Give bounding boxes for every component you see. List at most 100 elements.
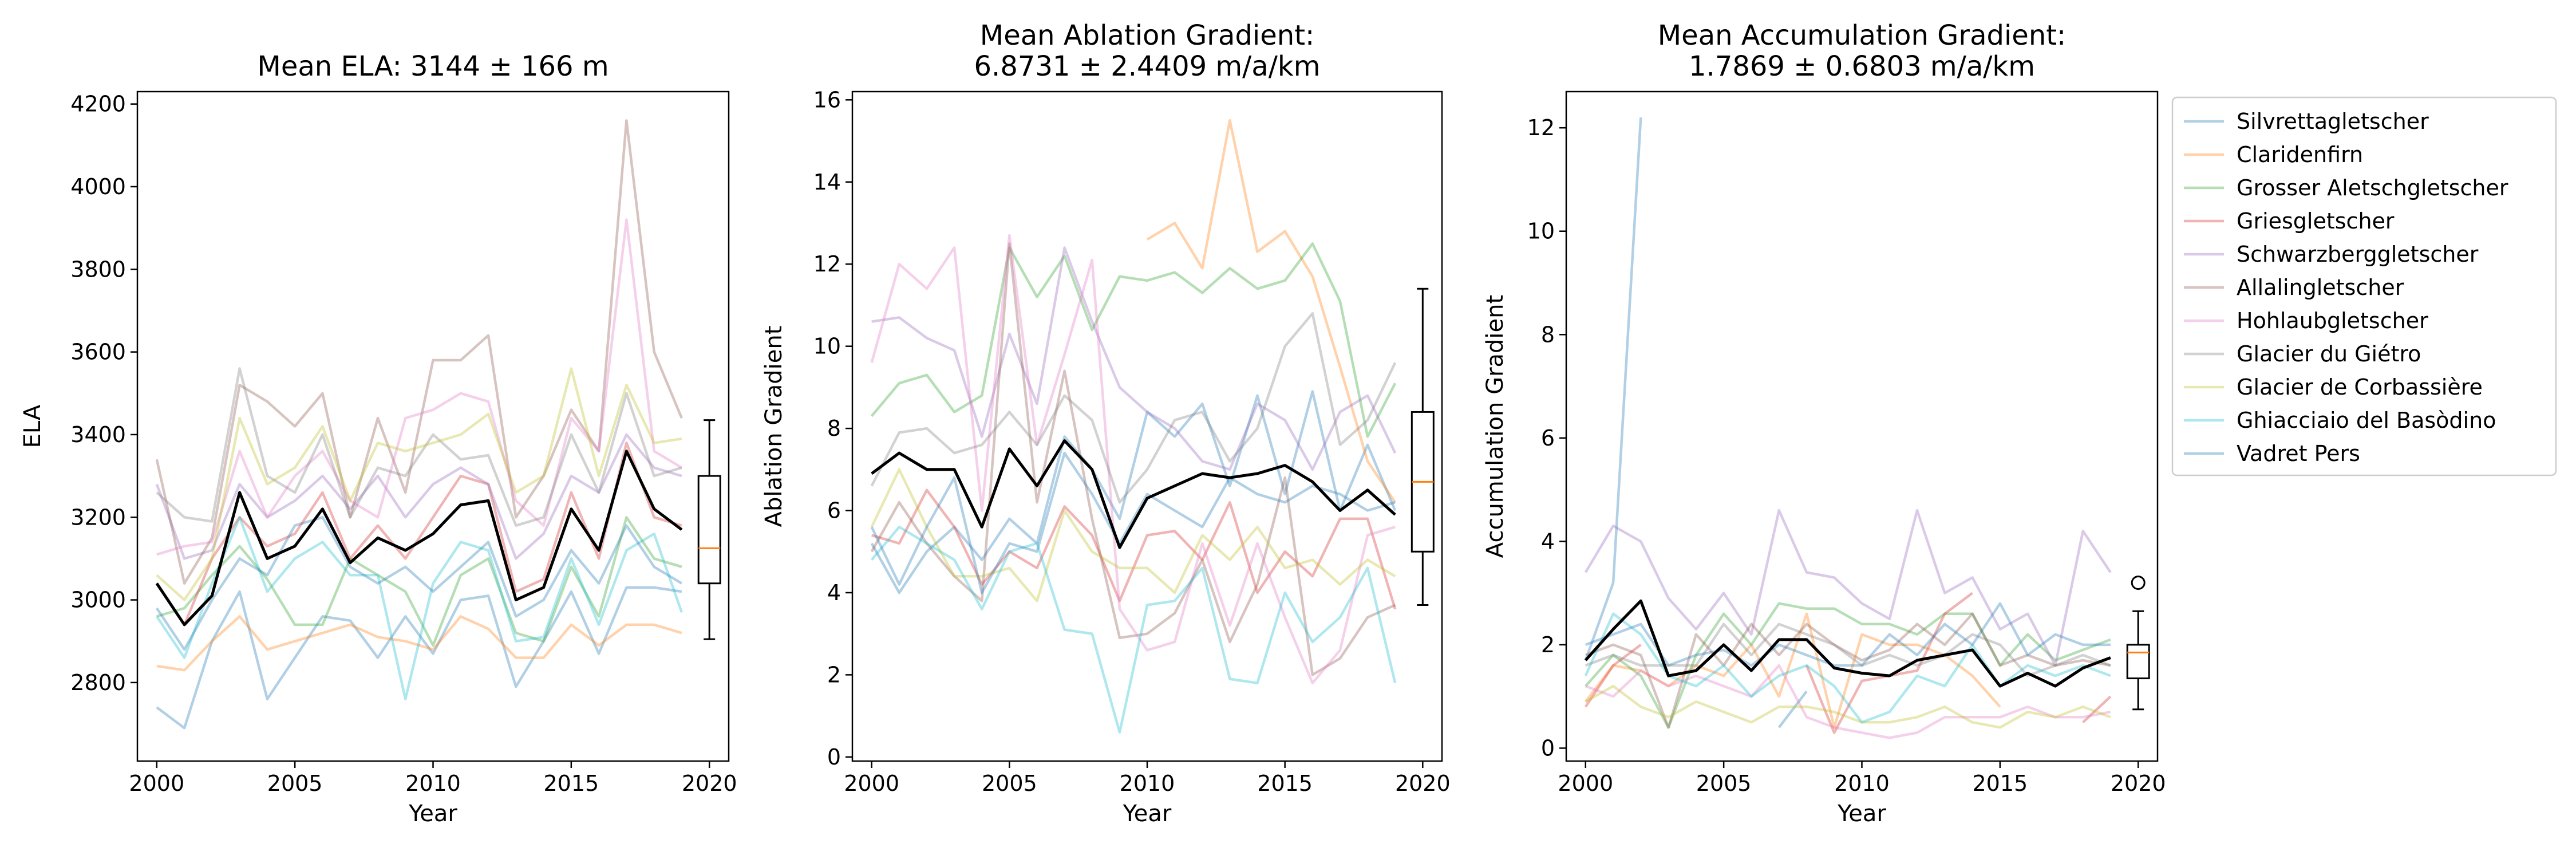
y-tick-label: 4	[827, 580, 841, 605]
y-tick-label: 10	[1527, 219, 1555, 244]
y-tick-label: 3000	[70, 588, 126, 613]
y-tick-label: 6	[827, 498, 841, 523]
series-line-hohlaubgletscher	[870, 234, 1396, 684]
series-line-silvrettagletscher	[156, 586, 682, 730]
panel-title: Mean Ablation Gradient:	[980, 19, 1314, 52]
x-tick-label: 2005	[982, 771, 1037, 796]
boxplot	[2126, 576, 2150, 711]
series-line-claridenfirn	[1585, 612, 2001, 729]
x-tick-label: 2015	[1257, 771, 1313, 796]
y-tick-label: 10	[813, 334, 841, 359]
series-line-silvrettagletscher	[1584, 117, 1808, 728]
boxplot-box	[2126, 644, 2150, 680]
legend-label: Allalingletscher	[2237, 275, 2404, 300]
y-tick-label: 3400	[70, 422, 126, 447]
legend-label: Claridenfirn	[2237, 142, 2363, 167]
y-tick-label: 12	[813, 251, 841, 277]
y-tick-label: 8	[1541, 322, 1555, 347]
legend-label: Schwarzberggletscher	[2237, 242, 2479, 267]
x-tick-label: 2005	[1696, 771, 1752, 796]
series-line-silvrettagletscher	[870, 390, 1397, 594]
boxplot	[1411, 287, 1435, 606]
series-line-claridenfirn	[1146, 119, 1397, 503]
series-line-vadret-pers	[870, 451, 1396, 594]
x-tick-label: 2015	[1972, 771, 2028, 796]
x-tick-label: 2010	[1120, 771, 1175, 796]
legend-label: Vadret Pers	[2237, 441, 2360, 466]
series-line-griesgletscher	[871, 488, 1397, 610]
legend-frame	[2171, 96, 2557, 476]
legend-label: Glacier du Giétro	[2237, 341, 2421, 367]
x-tick-label: 2010	[405, 771, 461, 796]
y-tick-label: 16	[813, 87, 841, 112]
series-line-grosser-aletschgletscher	[1585, 602, 2111, 729]
series-line-ghiacciaio-del-bas-dino	[870, 525, 1397, 734]
legend-label: Griesgletscher	[2237, 208, 2395, 234]
series-line-allalingletscher	[870, 242, 1396, 676]
y-tick-label: 4000	[70, 174, 126, 199]
y-tick-label: 2800	[70, 670, 126, 695]
x-tick-label: 2000	[129, 771, 184, 796]
mean-line	[1584, 599, 2111, 688]
series-line-glacier-de-corbassi-re	[156, 367, 682, 601]
x-tick-label: 2010	[1834, 771, 1890, 796]
boxplot-box	[697, 475, 721, 585]
series-line-glacier-de-corbassi-re	[1585, 684, 2111, 729]
series-line-ghiacciaio-del-bas-dino	[155, 516, 683, 701]
mean-line	[155, 450, 683, 626]
series-line-griesgletscher	[155, 442, 682, 626]
y-tick-label: 4200	[70, 92, 126, 117]
series-line-hohlaubgletscher	[1585, 664, 2111, 739]
x-tick-label: 2020	[2111, 771, 2166, 796]
series-line-schwarzberggletscher	[871, 246, 1397, 471]
legend-label: Hohlaubgletscher	[2237, 308, 2428, 333]
series-line-schwarzberggletscher	[1584, 509, 2112, 667]
panel-3: Mean Accumulation Gradient:1.7869 ± 0.68…	[1482, 19, 2166, 827]
y-tick-label: 3800	[70, 257, 126, 282]
series-line-glacier-de-corbassi-re	[870, 468, 1396, 602]
legend: Silvrettagletscher Claridenfirn Grosser Al…	[2171, 96, 2557, 476]
series-line-allalingletscher	[155, 119, 683, 585]
x-tick-label: 2000	[844, 771, 899, 796]
x-axis-label: Year	[408, 801, 457, 827]
series-lines	[155, 119, 683, 730]
panel-1: Mean ELA: 3144 ± 166 m 2000 2005 2010 2015 20…	[19, 50, 737, 827]
y-axis-label: Ablation Gradient	[761, 326, 787, 527]
series-line-vadret-pers	[155, 516, 683, 651]
y-tick-label: 12	[1527, 115, 1555, 140]
series-line-grosser-aletschgletscher	[870, 242, 1397, 438]
axes-frame	[851, 90, 1443, 762]
y-tick-label: 6	[1541, 425, 1555, 451]
x-tick-label: 2020	[1395, 771, 1451, 796]
series-line-vadret-pers	[1585, 602, 2111, 667]
series-line-glacier-du-gi-tro	[156, 367, 682, 527]
x-tick-label: 2000	[1558, 771, 1613, 796]
axes-frame	[136, 90, 730, 762]
mean-line	[871, 439, 1396, 549]
boxplot	[697, 419, 721, 640]
panel-2: Mean Ablation Gradient:6.8731 ± 2.4409 m…	[761, 19, 1451, 827]
series-line-ghiacciaio-del-bas-dino	[1584, 612, 2111, 724]
series-lines	[1584, 117, 2112, 739]
series-line-glacier-du-gi-tro	[1585, 622, 2111, 677]
x-tick-label: 2020	[682, 771, 737, 796]
y-tick-label: 2	[1541, 632, 1555, 657]
legend-label: Grosser Aletschgletscher	[2237, 175, 2508, 200]
series-line-schwarzberggletscher	[155, 433, 682, 560]
series-line-claridenfirn	[156, 615, 682, 672]
y-tick-label: 0	[1541, 735, 1555, 761]
x-tick-label: 2015	[543, 771, 599, 796]
y-tick-label: 2	[827, 662, 841, 687]
panel-title: Mean Accumulation Gradient:	[1658, 19, 2066, 52]
panel-subtitle: 6.8731 ± 2.4409 m/a/km	[974, 50, 1321, 82]
boxplot-flier	[2131, 576, 2146, 590]
x-tick-label: 2005	[267, 771, 323, 796]
y-tick-label: 0	[827, 744, 841, 770]
series-line-allalingletscher	[1585, 612, 2111, 729]
y-axis-label: Accumulation Gradient	[1482, 295, 1508, 558]
legend-label: Ghiacciaio del Basòdino	[2237, 408, 2496, 433]
legend-label: Glacier de Corbassière	[2237, 375, 2483, 400]
y-axis-label: ELA	[19, 404, 46, 448]
series-line-glacier-du-gi-tro	[870, 312, 1397, 504]
